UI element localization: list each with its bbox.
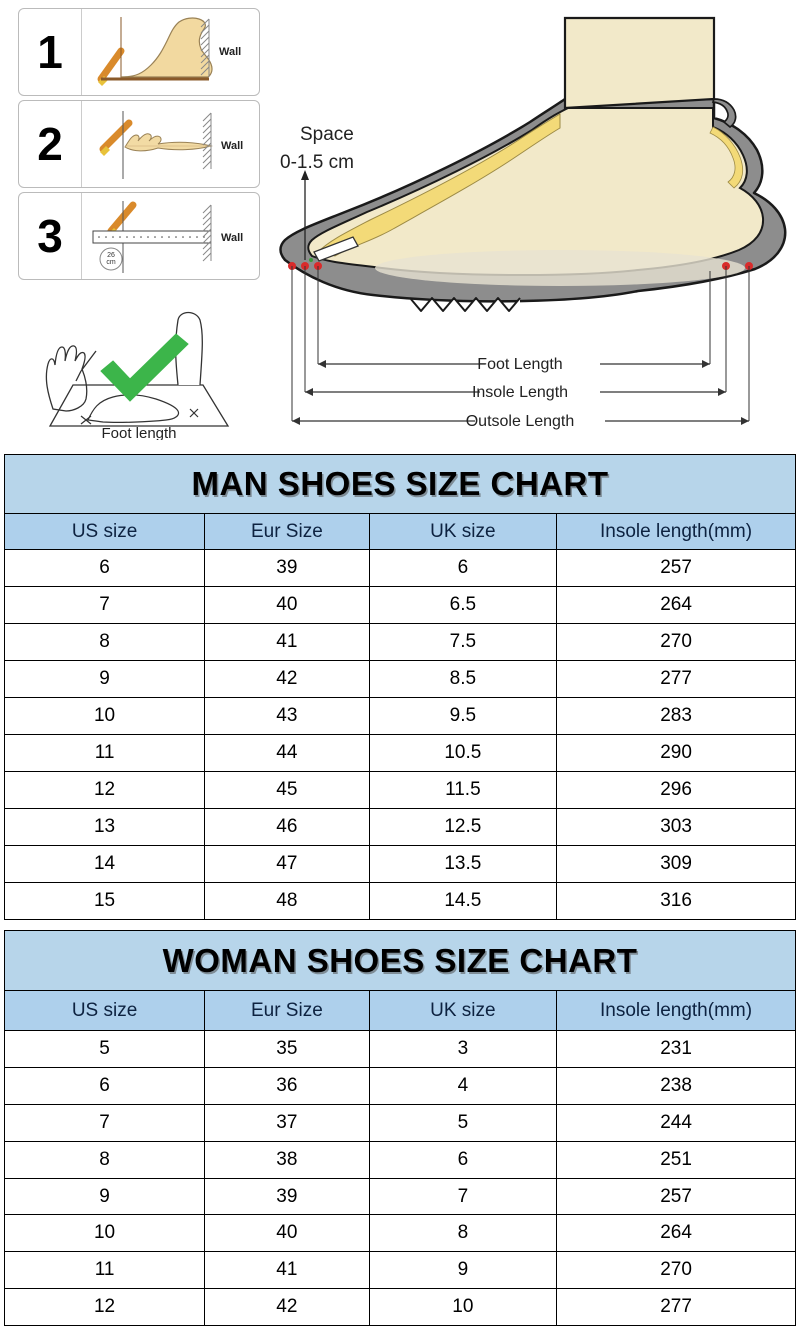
svg-text:0-1.5 cm: 0-1.5 cm xyxy=(280,152,354,173)
svg-text:Foot length: Foot length xyxy=(101,425,176,440)
svg-text:Foot Length: Foot Length xyxy=(477,356,562,373)
svg-text:cm: cm xyxy=(106,259,116,266)
svg-text:Wall: Wall xyxy=(221,140,243,152)
svg-text:Wall: Wall xyxy=(219,46,241,58)
svg-text:Outsole Length: Outsole Length xyxy=(466,413,575,430)
svg-text:Wall: Wall xyxy=(221,232,243,244)
svg-text:Space: Space xyxy=(300,124,354,145)
svg-text:Insole Length: Insole Length xyxy=(472,384,568,401)
svg-text:26: 26 xyxy=(107,252,115,259)
